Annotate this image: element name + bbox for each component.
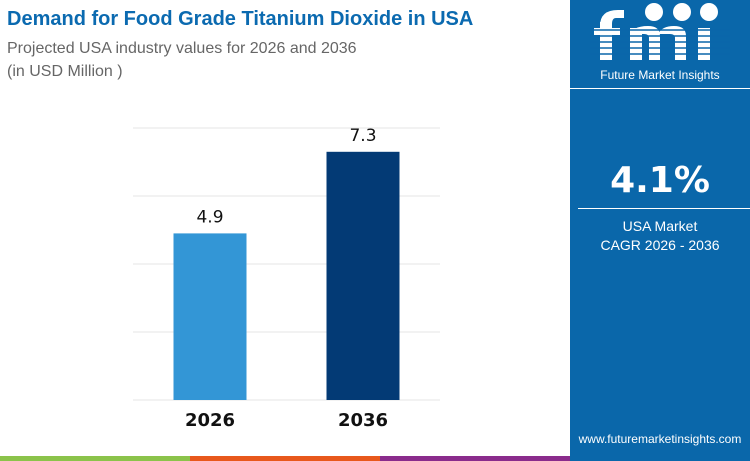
chart-subtitle: Projected USA industry values for 2026 a…	[7, 40, 357, 57]
bar-2036	[326, 151, 400, 400]
sidebar-panel: Future Market Insights 4.1% USA Market C…	[570, 0, 750, 461]
data-label: 4.9	[196, 207, 223, 227]
cagr-label-market: USA Market	[622, 218, 698, 234]
divider	[578, 208, 750, 209]
footer-stripe-green	[0, 456, 190, 461]
footer-stripe-orange	[190, 456, 380, 461]
cagr-value: 4.1%	[610, 160, 710, 201]
cagr-label-period: CAGR 2026 - 2036	[600, 237, 720, 253]
chart-title: Demand for Food Grade Titanium Dioxide i…	[7, 8, 474, 30]
x-tick-label: 2036	[338, 410, 388, 431]
fmi-logo	[590, 3, 730, 60]
divider	[570, 88, 750, 89]
bar-2026	[173, 233, 247, 400]
logo-text: Future Market Insights	[600, 68, 720, 82]
data-label: 7.3	[349, 126, 376, 146]
website-link[interactable]: www.futuremarketinsights.com	[578, 432, 742, 446]
unit-label: (in USD Million )	[7, 63, 123, 80]
footer-stripe-purple	[380, 456, 570, 461]
bar-chart: 4.9 2026 7.3 2036	[133, 126, 440, 431]
x-tick-label: 2026	[185, 410, 235, 431]
